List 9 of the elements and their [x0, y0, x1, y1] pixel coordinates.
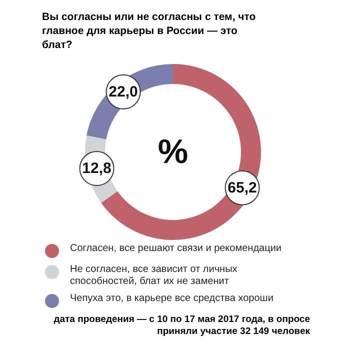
legend-label: Не согласен, все зависит от личных способностей, блат их не заменит — [70, 264, 238, 288]
legend-label: Чепуха это, в карьере все средства хороши — [70, 293, 274, 305]
chart-title: Вы согласны или не согласны с тем, что главное для карьеры в России — это блат? — [41, 10, 257, 52]
data-label: 12,8 — [82, 160, 112, 178]
data-label: 22,0 — [108, 83, 138, 100]
legend-label: Согласен, все решают связи и рекомендации — [70, 243, 282, 255]
data-label: 65,2 — [228, 179, 257, 196]
text: дата проведения — с 10 по 17 мая 2017 года, в опросе приняли участие 32 149 человек — [52, 314, 310, 338]
text: % — [158, 133, 188, 171]
